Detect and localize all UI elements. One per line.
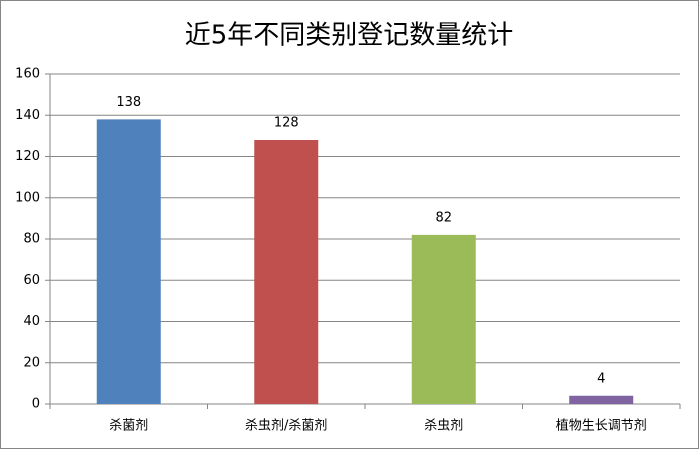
y-tick-label: 60 <box>23 273 40 288</box>
y-tick-label: 0 <box>32 397 40 412</box>
bar <box>96 119 161 404</box>
y-tick-label: 100 <box>15 190 40 205</box>
data-label: 4 <box>597 371 605 386</box>
x-tick-label: 杀虫剂/杀菌剂 <box>245 419 327 434</box>
bar <box>254 140 319 404</box>
x-tick-label: 杀虫剂 <box>424 419 463 434</box>
y-tick-label: 20 <box>23 355 40 370</box>
y-tick-label: 140 <box>15 108 40 123</box>
x-tick-label: 植物生长调节剂 <box>556 419 647 434</box>
chart-title: 近5年不同类别登记数量统计 <box>185 21 514 51</box>
x-tick-label: 杀菌剂 <box>109 419 148 434</box>
data-label: 128 <box>274 116 299 131</box>
data-label: 82 <box>435 210 452 225</box>
data-label: 138 <box>116 95 141 110</box>
bar <box>411 234 476 404</box>
bar <box>569 395 634 404</box>
y-tick-label: 80 <box>23 232 40 247</box>
y-tick-label: 160 <box>15 67 40 82</box>
y-tick-label: 40 <box>23 314 40 329</box>
y-tick-label: 120 <box>15 149 40 164</box>
